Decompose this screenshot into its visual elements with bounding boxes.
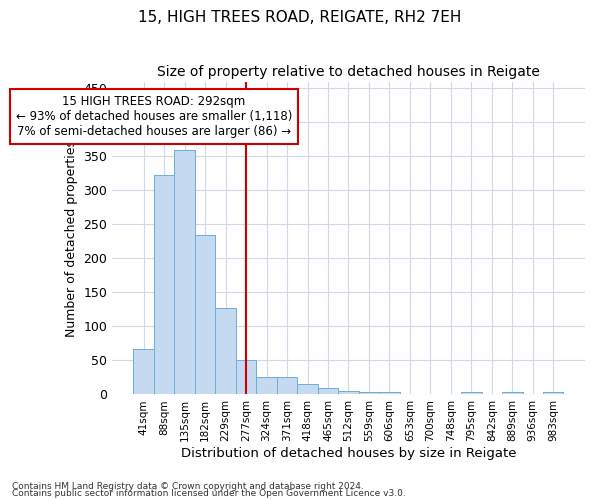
- Bar: [175, 150, 195, 394]
- Bar: [379, 392, 400, 394]
- Bar: [256, 378, 277, 394]
- Bar: [461, 392, 482, 394]
- Y-axis label: Number of detached properties: Number of detached properties: [65, 140, 77, 336]
- Text: Contains HM Land Registry data © Crown copyright and database right 2024.: Contains HM Land Registry data © Crown c…: [12, 482, 364, 491]
- Bar: [154, 176, 175, 394]
- X-axis label: Distribution of detached houses by size in Reigate: Distribution of detached houses by size …: [181, 447, 516, 460]
- Bar: [277, 378, 297, 394]
- Title: Size of property relative to detached houses in Reigate: Size of property relative to detached ho…: [157, 65, 540, 79]
- Text: 15 HIGH TREES ROAD: 292sqm
← 93% of detached houses are smaller (1,118)
7% of se: 15 HIGH TREES ROAD: 292sqm ← 93% of deta…: [16, 95, 292, 138]
- Bar: [543, 392, 563, 394]
- Bar: [359, 392, 379, 394]
- Text: 15, HIGH TREES ROAD, REIGATE, RH2 7EH: 15, HIGH TREES ROAD, REIGATE, RH2 7EH: [139, 10, 461, 25]
- Bar: [338, 391, 359, 394]
- Bar: [215, 308, 236, 394]
- Text: Contains public sector information licensed under the Open Government Licence v3: Contains public sector information licen…: [12, 490, 406, 498]
- Bar: [236, 360, 256, 394]
- Bar: [133, 349, 154, 395]
- Bar: [318, 388, 338, 394]
- Bar: [195, 234, 215, 394]
- Bar: [297, 384, 318, 394]
- Bar: [502, 392, 523, 394]
